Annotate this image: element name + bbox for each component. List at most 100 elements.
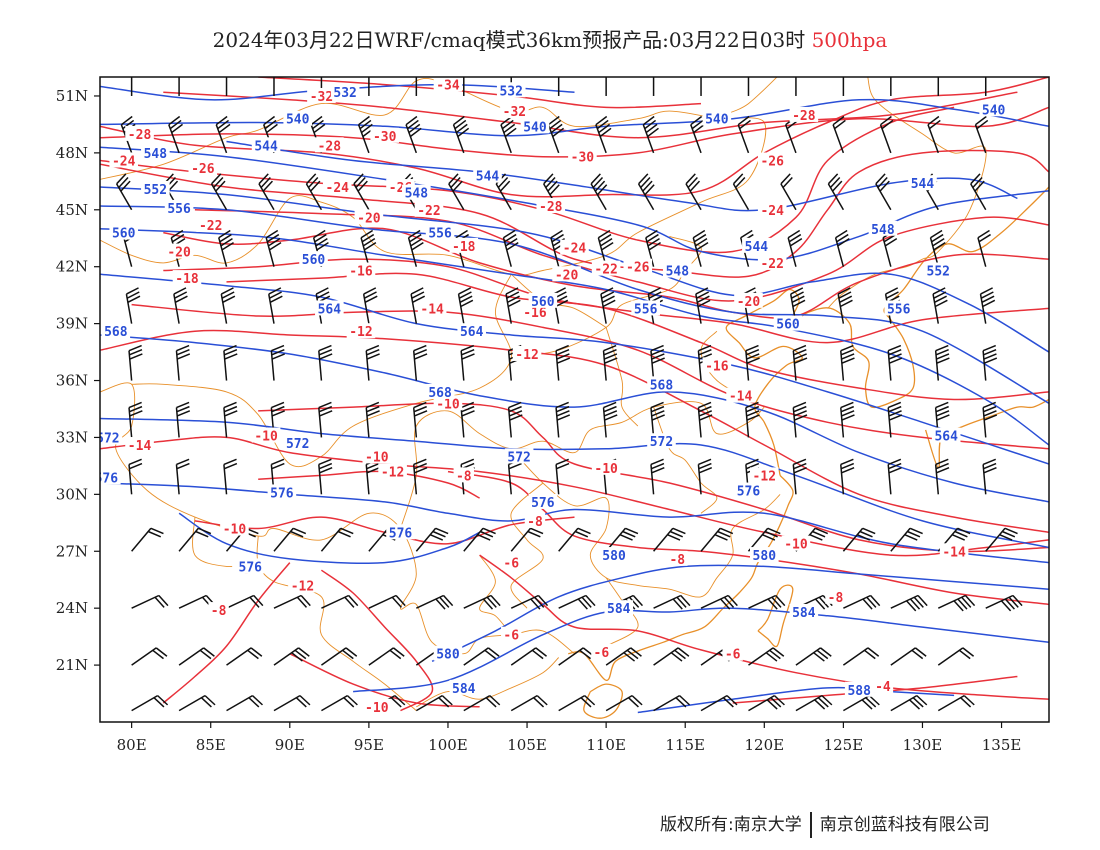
wind-barb — [460, 401, 475, 438]
wind-barb — [890, 594, 928, 612]
temperature-contour — [320, 569, 434, 712]
temperature-contour-label-bg — [500, 103, 529, 119]
height-contour-label: 556 — [167, 202, 191, 217]
height-contour-label-bg — [750, 547, 779, 563]
lon-tick-label: 120E — [745, 736, 785, 754]
temperature-contour-label-bg — [378, 463, 407, 479]
footer-right: 南京创蓝科技有限公司 — [819, 815, 990, 835]
height-contour-label: 580 — [753, 549, 777, 564]
temperature-contour-label: -6 — [503, 557, 519, 572]
province-border — [510, 482, 544, 609]
wind-barb — [505, 287, 521, 324]
temperature-contour-label-bg — [315, 137, 344, 153]
wind-barb — [555, 458, 570, 495]
height-contour-label: 560 — [531, 295, 555, 310]
height-contour-label: 548 — [871, 223, 895, 238]
wind-barb — [510, 694, 548, 712]
height-contour-label: 584 — [452, 682, 476, 697]
wind-barb — [600, 287, 616, 324]
temperature-contour-label: -8 — [456, 469, 472, 484]
height-contour-label: 580 — [602, 549, 626, 564]
wind-barb — [218, 229, 234, 267]
wind-barb — [650, 458, 665, 495]
lon-tick-label: 105E — [507, 736, 547, 754]
temperature-contour-label: -24 — [563, 242, 587, 257]
temperature-contour-label: -20 — [357, 211, 381, 226]
wind-barb — [131, 527, 164, 552]
temperature-contour-label-bg — [172, 270, 202, 286]
height-contour-label-bg — [473, 167, 502, 183]
wind-barb — [934, 458, 950, 495]
temperature-contour-label-bg — [560, 239, 589, 255]
wind-barb — [605, 647, 642, 666]
height-contour-label: 532 — [499, 84, 522, 99]
height-contour-label: 584 — [792, 606, 816, 621]
wind-barb — [270, 344, 285, 381]
wind-barb — [500, 115, 517, 154]
wind-barb — [650, 344, 665, 381]
wind-barb — [318, 344, 333, 381]
height-contour-label-bg — [734, 482, 763, 498]
temperature-contour-label: -30 — [373, 130, 397, 145]
wind-barb — [412, 401, 428, 438]
height-contour-label-bg — [631, 300, 660, 316]
wind-barb — [412, 458, 428, 495]
temperature-contour-label-bg — [449, 237, 479, 253]
height-contour-label-bg — [504, 448, 534, 464]
wind-barb — [937, 77, 940, 96]
temperature-contour-label: -22 — [199, 219, 222, 234]
wind-barb — [558, 647, 595, 666]
temperature-contour-label-bg — [322, 179, 352, 195]
lat-tick-label: 42N — [56, 258, 88, 276]
temperature-contour — [100, 329, 1049, 534]
wind-barb — [407, 229, 424, 267]
map-title: 2024年03月22日WRF/cmaq模式36km预报产品:03月22日03时 … — [0, 24, 1100, 53]
height-contour-label: 572 — [96, 431, 119, 446]
contour-labels-layer: -34-32-32-30-30-28-28-28-28-26-26-26-26-… — [96, 77, 1008, 716]
height-contour-label-bg — [868, 220, 898, 236]
wind-barb — [173, 287, 188, 324]
wind-barb — [642, 115, 659, 154]
wind-barb — [128, 458, 143, 495]
wind-barb — [700, 77, 702, 96]
lat-tick-label: 45N — [56, 201, 88, 219]
temperature-contour-label: -22 — [417, 204, 440, 219]
wind-barb — [555, 401, 571, 438]
wind-barb — [365, 401, 380, 438]
height-contour-label: 560 — [112, 227, 136, 242]
wind-barb — [602, 401, 618, 438]
lat-tick-label: 51N — [56, 87, 88, 105]
height-contour-label: 540 — [286, 113, 310, 128]
wind-barb — [934, 401, 950, 438]
temperature-contour — [289, 653, 480, 708]
temperature-contour-label-bg — [734, 292, 763, 308]
wind-barb — [305, 173, 323, 211]
wind-barb — [890, 694, 928, 712]
temperature-contour-label-bg — [362, 448, 392, 464]
height-contours-layer — [100, 83, 1049, 714]
temperature-contour-label: -28 — [539, 200, 563, 215]
wind-barb — [985, 594, 1023, 612]
wind-barb — [463, 694, 501, 712]
height-contour — [100, 482, 1049, 564]
temperature-contour-label: -24 — [112, 154, 136, 169]
wind-barb — [692, 229, 709, 267]
temperature-contour-label: -32 — [503, 105, 526, 120]
lat-tick-label: 21N — [56, 656, 88, 674]
height-contour-label-bg — [599, 547, 629, 563]
wind-barb — [178, 694, 216, 712]
temperature-contour — [100, 77, 1049, 198]
temperature-contour-label-bg — [591, 260, 621, 276]
height-contour-label-bg — [528, 493, 558, 509]
province-border — [510, 448, 781, 598]
temperature-contour-label: -10 — [365, 450, 389, 465]
height-contour-label-bg — [251, 137, 281, 153]
wind-barb — [226, 594, 264, 609]
wind-barb — [795, 77, 797, 96]
wind-barb — [840, 401, 855, 438]
temperature-contour-label: -10 — [784, 538, 808, 553]
wind-barb — [700, 594, 738, 610]
temperature-contour-label: -12 — [753, 469, 776, 484]
height-contour-label-bg — [330, 84, 360, 100]
height-contour-label-bg — [496, 82, 526, 98]
